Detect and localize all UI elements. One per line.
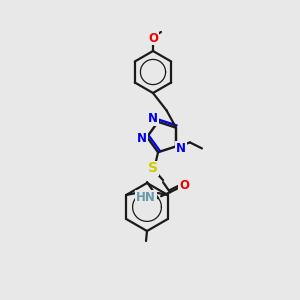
- Text: N: N: [148, 112, 158, 125]
- Text: O: O: [148, 32, 158, 44]
- Text: O: O: [179, 179, 189, 192]
- Text: N: N: [176, 142, 186, 155]
- Text: HN: HN: [136, 191, 156, 204]
- Text: N: N: [137, 133, 147, 146]
- Text: S: S: [148, 161, 158, 175]
